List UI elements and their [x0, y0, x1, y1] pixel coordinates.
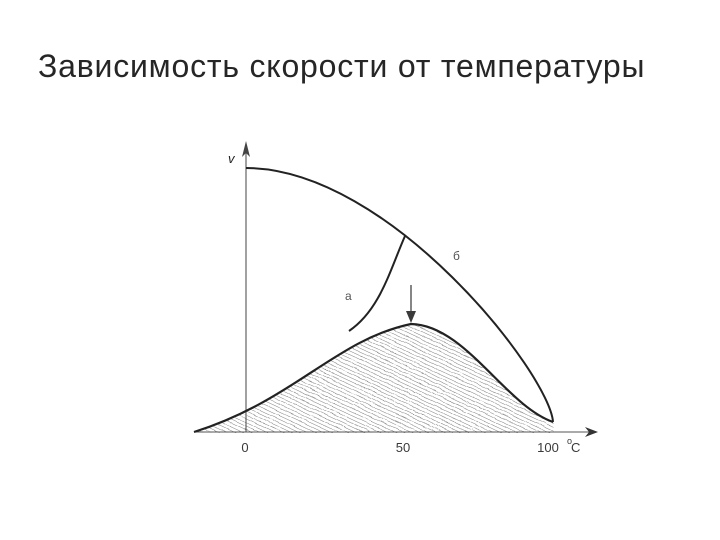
svg-text:v: v	[228, 151, 236, 166]
svg-text:б: б	[453, 249, 460, 263]
svg-text:50: 50	[396, 440, 410, 455]
svg-text:0: 0	[241, 440, 248, 455]
svg-text:а: а	[345, 289, 352, 303]
svg-text:C: C	[571, 440, 580, 455]
svg-text:100: 100	[537, 440, 559, 455]
